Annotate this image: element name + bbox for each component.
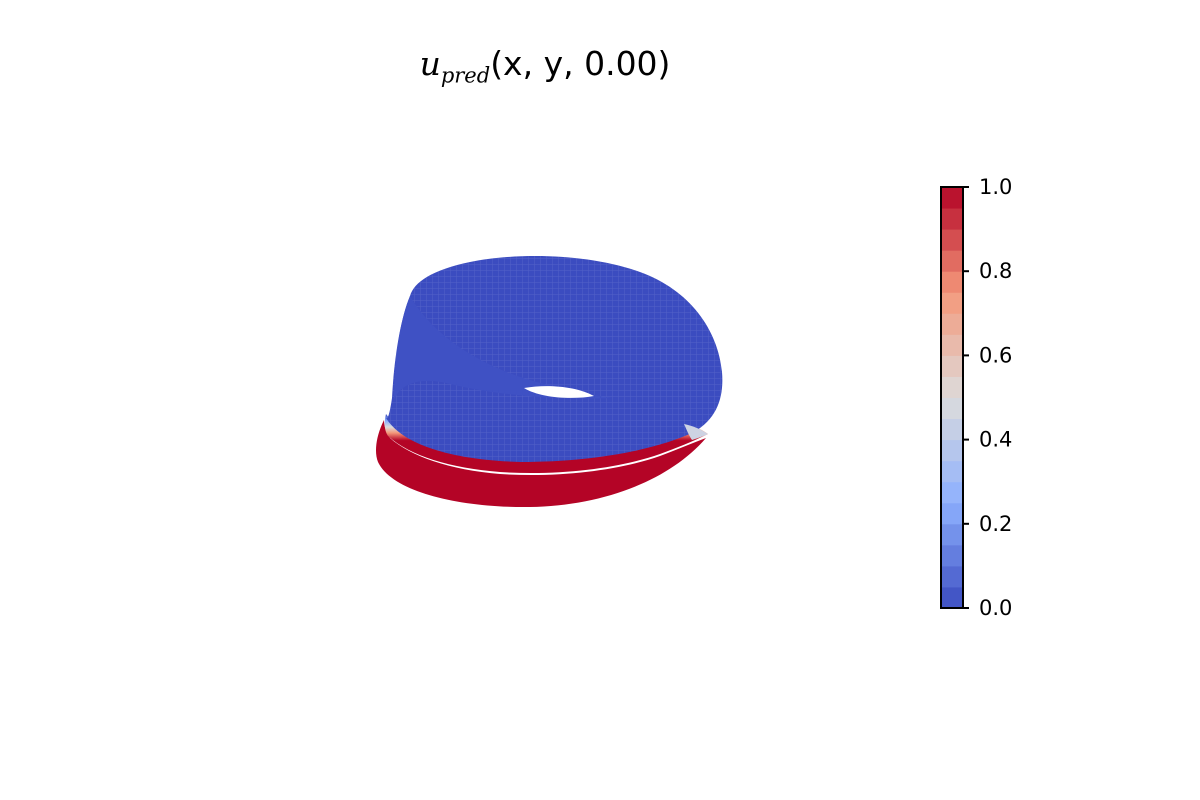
title-args: (x, y, 0.00) (490, 44, 671, 83)
colorbar-tick-label: 1.0 (979, 175, 1012, 199)
colorbar: 0.0 0.2 0.4 0.6 0.8 1.0 (940, 175, 1012, 620)
colorbar-tick-label: 0.8 (979, 259, 1012, 283)
colorbar-segment (941, 334, 963, 356)
colorbar-segment (941, 418, 963, 441)
colorbar-segment (941, 523, 963, 546)
colorbar-segment (941, 208, 963, 230)
colorbar-segment (941, 502, 963, 525)
colorbar-segment (941, 250, 963, 272)
chart-title: upred(x, y, 0.00) (0, 44, 1090, 88)
surface-band-high (376, 420, 706, 508)
colorbar-frame (940, 186, 964, 609)
surface-band-transition (384, 414, 708, 474)
colorbar-tick-label: 0.0 (979, 596, 1012, 620)
colorbar-segment (941, 544, 963, 567)
colorbar-segment (941, 376, 963, 398)
colorbar-segment (941, 313, 963, 335)
colorbar-segment (941, 460, 963, 483)
surface-inner-fold (394, 296, 612, 400)
colorbar-segment (941, 187, 963, 209)
colorbar-segment (941, 271, 963, 293)
colorbar-tick-label: 0.2 (979, 512, 1012, 536)
surface-mesh (386, 256, 723, 462)
colorbar-segment (941, 355, 963, 377)
colorbar-tick-label: 0.4 (979, 428, 1012, 452)
colorbar-segment (941, 397, 963, 420)
surface-hole (524, 386, 594, 398)
colorbar-segment (941, 481, 963, 504)
colorbar-segment (941, 565, 963, 588)
title-subscript: pred (440, 63, 491, 88)
colorbar-segment (941, 439, 963, 462)
colorbar-segment (941, 586, 963, 609)
surface (376, 256, 723, 508)
colorbar-segment (941, 229, 963, 251)
colorbar-segment (941, 292, 963, 314)
surface-edge-sliver (684, 424, 708, 440)
title-func: u (419, 44, 441, 83)
colorbar-tick-label: 0.6 (979, 343, 1012, 367)
